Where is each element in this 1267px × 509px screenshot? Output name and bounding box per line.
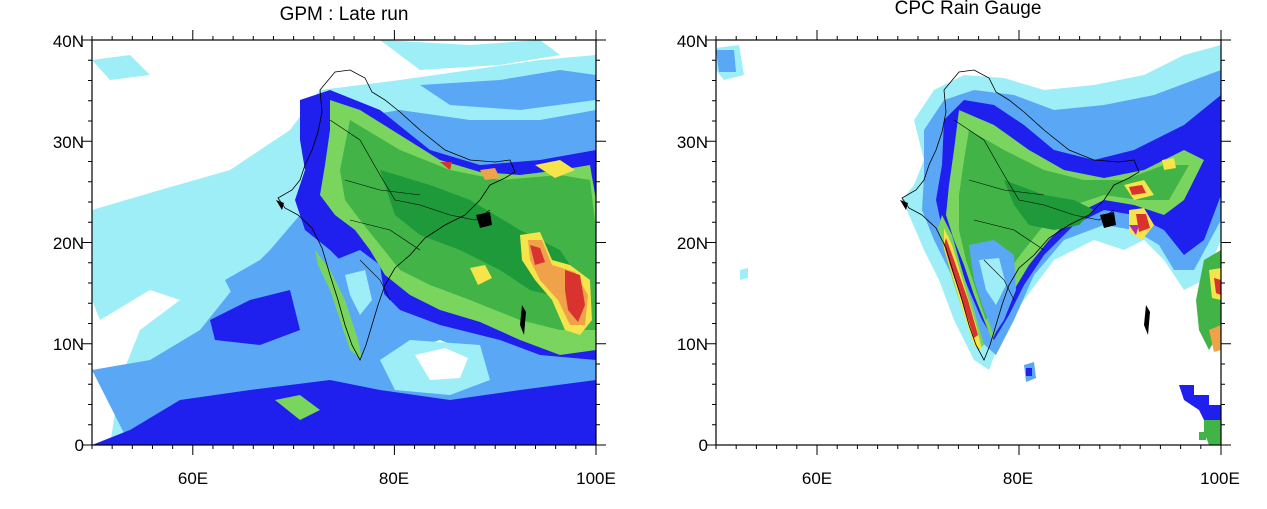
cpc-xlabel-60e: 60E (802, 469, 832, 488)
gpm-xlabel-100e: 100E (576, 469, 616, 488)
cpc-title: CPC Rain Gauge (895, 0, 1042, 19)
cpc-tick-marks (706, 30, 1231, 455)
cpc-rainfall-field (716, 40, 1221, 445)
cpc-panel: CPC Rain Gauge 40N 30N 20N 10N 0 60E 80E… (677, 0, 1240, 488)
gpm-title: GPM : Late run (280, 4, 409, 25)
cpc-ylabel-0: 0 (699, 436, 708, 455)
cpc-xlabel-80e: 80E (1003, 469, 1033, 488)
gpm-xlabel-60e: 60E (178, 469, 208, 488)
gpm-xlabel-80e: 80E (379, 469, 409, 488)
cpc-ylabel-10n: 10N (677, 335, 708, 354)
cpc-ylabel-20n: 20N (677, 234, 708, 253)
gpm-panel: GPM : Late run 40N 30N 20N 10N 0 60E 80E… (53, 4, 616, 488)
gpm-ylabel-40n: 40N (53, 32, 84, 51)
gpm-ylabel-0: 0 (75, 436, 84, 455)
gpm-ylabel-20n: 20N (53, 234, 84, 253)
cpc-xlabel-100e: 100E (1200, 469, 1240, 488)
gpm-ylabel-30n: 30N (53, 133, 84, 152)
gpm-rainfall-field (92, 40, 596, 445)
gpm-ylabel-10n: 10N (53, 335, 84, 354)
gpm-tick-marks (82, 30, 606, 455)
cpc-ylabel-30n: 30N (677, 133, 708, 152)
cpc-ylabel-40n: 40N (677, 32, 708, 51)
